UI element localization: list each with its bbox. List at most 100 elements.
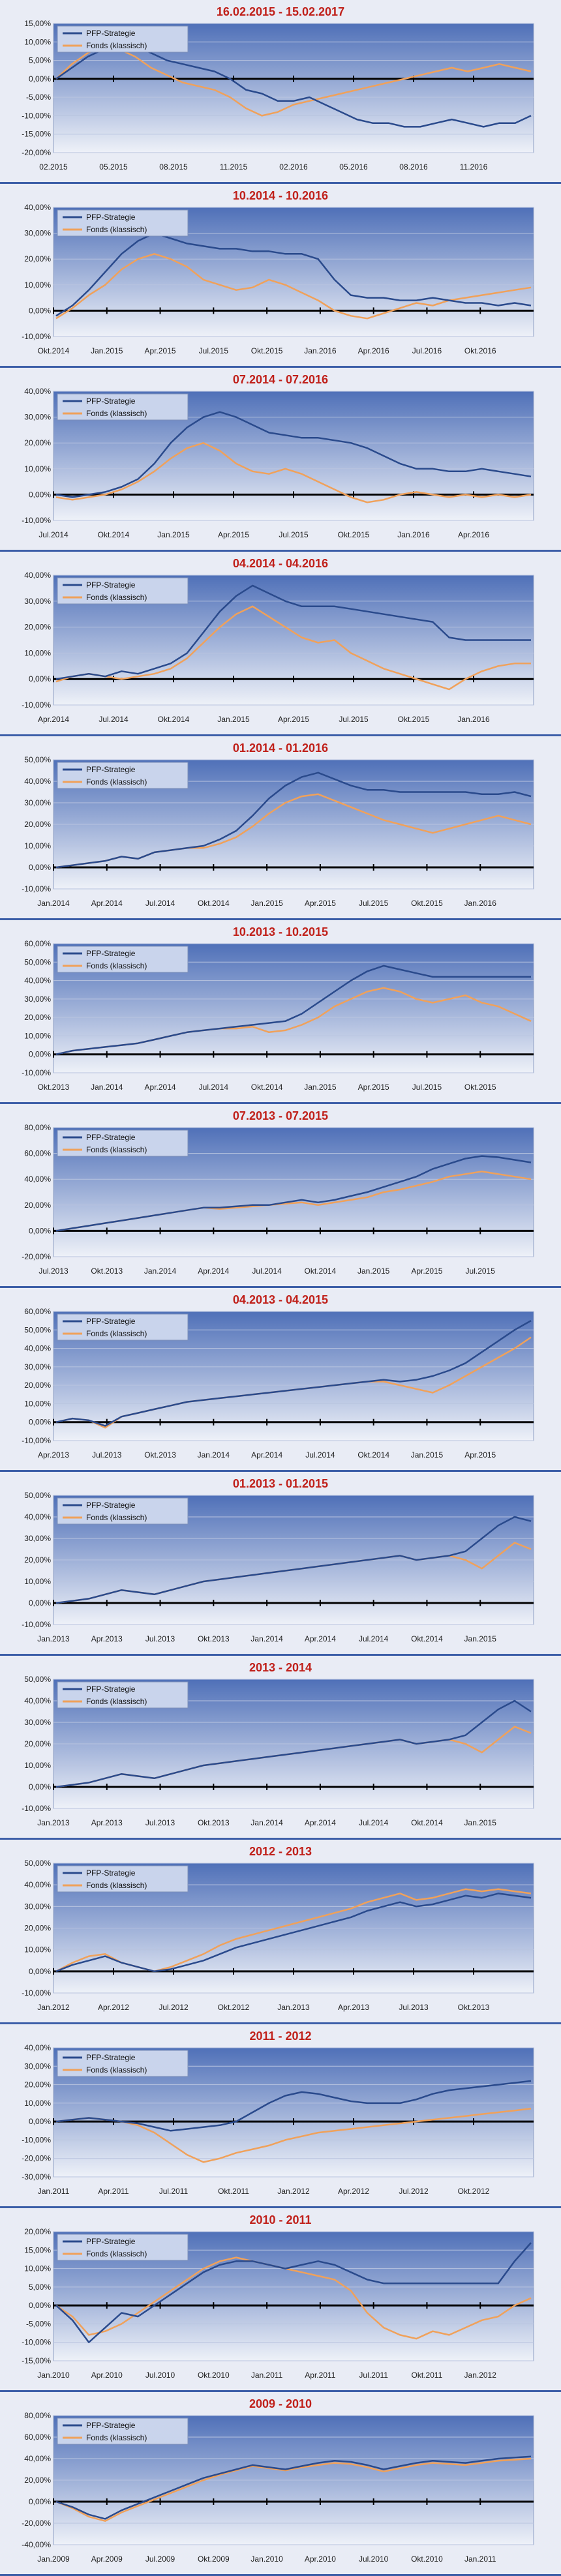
x-tick-label: Jul.2015 (199, 346, 229, 355)
y-tick-label: 15,00% (24, 2245, 51, 2254)
y-tick-label: -20,00% (22, 1252, 51, 1261)
fund-series-line (55, 605, 531, 691)
legend: PFP-Strategie Fonds (klassisch) (57, 1865, 189, 1893)
y-tick-label: 0,00% (29, 2497, 51, 2506)
legend-label-fund: Fonds (klassisch) (86, 1329, 147, 1338)
legend-box (57, 1865, 189, 1893)
x-tick-label: Apr.2011 (305, 2371, 335, 2380)
chart-svg: 16.02.2015 - 15.02.2017 15,00% 10,00% 5,00%… (22, 5, 534, 172)
y-tick-label: 20,00% (24, 1381, 51, 1390)
y-tick-label: 40,00% (24, 1512, 51, 1521)
x-tick-label: 05.2015 (99, 162, 128, 172)
fund-series-line (55, 2457, 532, 2522)
x-tick-label: Apr.2010 (91, 2371, 123, 2380)
x-tick-label: Jan.2015 (217, 715, 250, 724)
y-tick-label: -10,00% (22, 516, 51, 525)
x-tick-label: Jan.2016 (457, 715, 490, 724)
legend-box (57, 2418, 189, 2445)
x-tick-label: Okt.2011 (412, 2371, 443, 2380)
x-tick-label: Jan.2015 (91, 346, 123, 355)
y-tick-label: -10,00% (22, 1620, 51, 1629)
x-tick-label: Jan.2012 (277, 2187, 310, 2196)
y-tick-label: 20,00% (24, 1739, 51, 1748)
chart-svg: 2011 - 2012 40,00% 30,00% 20,00% 10,00% 0,00%… (22, 2029, 534, 2196)
x-tick-label: Okt.2014 (98, 530, 130, 539)
x-tick-label: Okt.2009 (198, 2554, 230, 2564)
legend-box (57, 1497, 189, 1525)
chart-svg: 07.2014 - 07.2016 40,00% 30,00% 20,00% 10,00… (22, 373, 534, 539)
legend-box (57, 209, 189, 237)
legend-label-strategy: PFP-Strategie (86, 1133, 136, 1142)
y-tick-label: 30,00% (24, 597, 51, 606)
y-tick-label: 0,00% (29, 863, 51, 872)
y-tick-label: 50,00% (24, 957, 51, 966)
chart-panel: 10.2013 - 10.2015 60,00% 50,00% 40,00% 30,00… (0, 920, 561, 1104)
y-tick-label: -15,00% (22, 130, 51, 139)
legend: PFP-Strategie Fonds (klassisch) (57, 2050, 189, 2077)
x-tick-label: Jan.2010 (250, 2554, 283, 2564)
legend-label-strategy: PFP-Strategie (86, 765, 136, 774)
x-tick-label: Apr.2009 (91, 2554, 123, 2564)
chart-title: 2009 - 2010 (249, 2397, 312, 2410)
x-tick-label: Jul.2014 (359, 1818, 389, 1827)
x-tick-label: Apr.2013 (91, 1818, 123, 1827)
x-tick-label: Jul.2015 (339, 715, 369, 724)
chart-title: 10.2013 - 10.2015 (233, 925, 328, 938)
legend: PFP-Strategie Fonds (klassisch) (57, 209, 189, 237)
strategy-series-line (55, 771, 532, 869)
x-tick-label: Okt.2013 (458, 2003, 490, 2012)
y-tick-label: -10,00% (22, 111, 51, 120)
x-tick-label: Jan.2010 (37, 2371, 70, 2380)
x-tick-label: 11.2015 (220, 162, 248, 172)
legend-label-strategy: PFP-Strategie (86, 1685, 136, 1694)
x-tick-label: Jul.2015 (466, 1266, 496, 1276)
x-tick-label: Okt.2014 (251, 1083, 283, 1092)
x-tick-label: Okt.2014 (305, 1266, 337, 1276)
y-tick-label: 20,00% (24, 254, 51, 263)
y-tick-label: 20,00% (24, 1201, 51, 1210)
chart-panel: 2009 - 2010 80,00% 60,00% 40,00% 20,00% 0,00%… (0, 2392, 561, 2576)
y-tick-label: 50,00% (24, 1491, 51, 1500)
legend-box (57, 762, 189, 789)
chart-panel: 07.2013 - 07.2015 80,00% 60,00% 40,00% 20,00… (0, 1104, 561, 1288)
x-tick-label: Jan.2012 (464, 2371, 497, 2380)
x-tick-label: Jul.2013 (145, 1634, 175, 1643)
legend-label-fund: Fonds (klassisch) (86, 2249, 147, 2258)
chart-title: 2011 - 2012 (249, 2029, 311, 2043)
fund-series-line (55, 44, 532, 117)
y-tick-label: 5,00% (29, 2283, 51, 2292)
y-tick-label: 40,00% (24, 976, 51, 985)
chart-panel: 2011 - 2012 40,00% 30,00% 20,00% 10,00% 0,00%… (0, 2024, 561, 2208)
x-tick-label: Okt.2014 (411, 1818, 443, 1827)
y-tick-label: 40,00% (24, 777, 51, 786)
x-tick-label: Jan.2015 (411, 1450, 444, 1460)
x-tick-label: Okt.2013 (38, 1083, 70, 1092)
x-tick-label: Okt.2015 (398, 715, 430, 724)
x-tick-label: Apr.2015 (145, 346, 176, 355)
legend-box (57, 2050, 189, 2077)
y-tick-label: 30,00% (24, 413, 51, 422)
y-tick-label: 10,00% (24, 1945, 51, 1954)
x-tick-label: Okt.2015 (338, 530, 370, 539)
y-tick-label: 30,00% (24, 798, 51, 807)
legend-label-fund: Fonds (klassisch) (86, 409, 147, 418)
x-tick-label: Okt.2014 (357, 1450, 389, 1460)
y-tick-label: 30,00% (24, 229, 51, 238)
legend-label-strategy: PFP-Strategie (86, 213, 136, 222)
x-tick-label: Apr.2016 (358, 346, 389, 355)
y-tick-label: 10,00% (24, 648, 51, 657)
legend-label-fund: Fonds (klassisch) (86, 1881, 147, 1890)
y-tick-label: 60,00% (24, 939, 51, 948)
x-tick-label: Okt.2011 (218, 2187, 249, 2196)
y-tick-label: 10,00% (24, 1577, 51, 1586)
chart-title: 07.2013 - 07.2015 (233, 1109, 328, 1122)
x-tick-label: Jul.2015 (412, 1083, 442, 1092)
strategy-series-line (55, 965, 531, 1055)
x-tick-label: Jan.2013 (37, 1634, 70, 1643)
chart-panel: 07.2014 - 07.2016 40,00% 30,00% 20,00% 10,00… (0, 368, 561, 552)
x-tick-label: Jul.2009 (145, 2554, 175, 2564)
x-tick-label: Jan.2016 (464, 899, 497, 908)
y-tick-label: 40,00% (24, 1175, 51, 1184)
x-tick-label: Apr.2014 (251, 1450, 282, 1460)
x-tick-label: Apr.2014 (145, 1083, 176, 1092)
